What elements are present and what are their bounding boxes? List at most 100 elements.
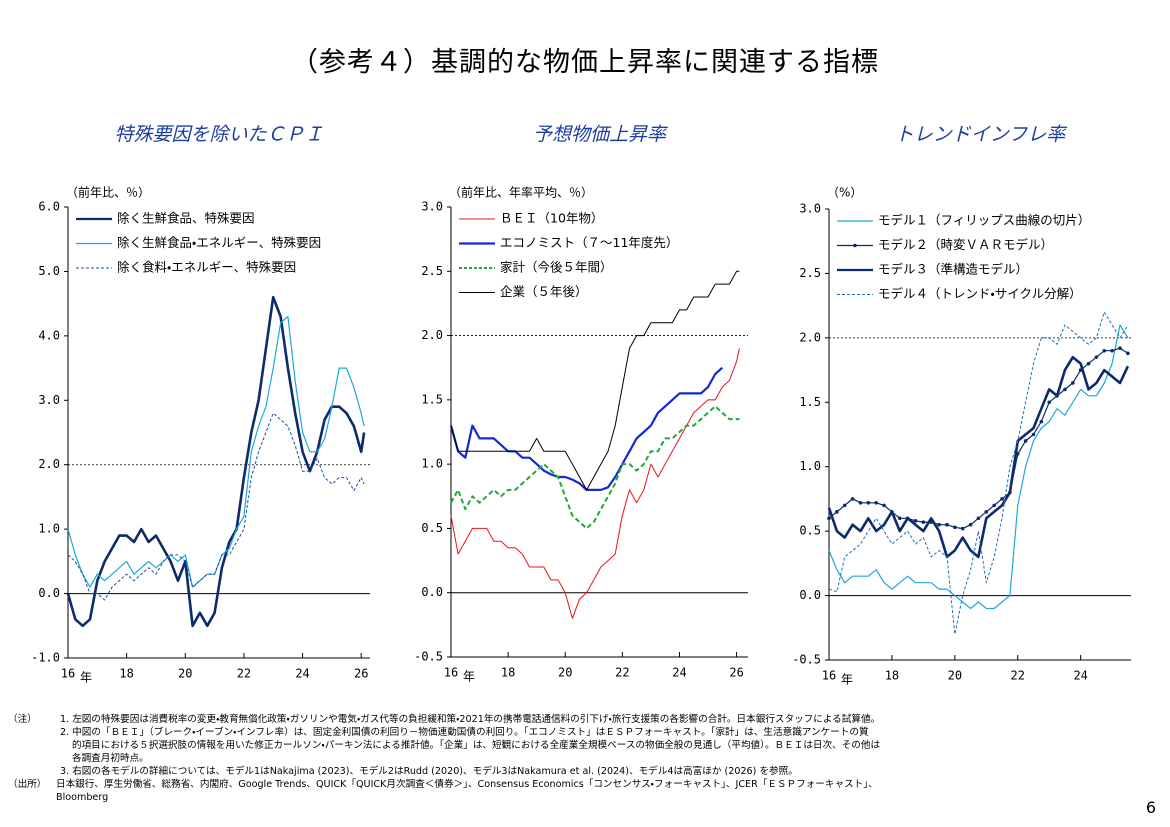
note-row: 各調査月初時点。 [8,752,1148,765]
x-tick-label: 24 [1073,669,1087,683]
series-marker [1102,348,1107,353]
source-text: Bloomberg [56,792,109,803]
series-marker [1063,387,1067,392]
series-marker [858,500,863,505]
x-tick-label: 18 [119,667,133,681]
x-tick-label: 26 [354,667,368,681]
y-tick-label: -1.0 [31,651,60,665]
note-text: 的項目における５択選択肢の情報を用いた修正カールソン・パーキン法による推計値。「… [72,740,881,751]
y-tick-label: 0.5 [799,524,821,538]
x-unit: 年 [80,671,92,685]
source-text: 日本銀行、厚生労働省、総務省、内閣府、Google Trends、QUICK「Q… [56,779,878,790]
note-row: 3. 右図の各モデルの詳細については、モデル1はNakajima (2023)、… [8,765,1148,778]
series-marker [842,503,847,508]
series-marker [953,525,957,530]
y-tick-label: 0.0 [421,585,443,599]
legend-label: 家計（今後５年間） [500,260,613,275]
series-marker [1023,439,1028,443]
y-tick-label: 1.0 [799,459,821,473]
series-marker [874,500,878,505]
series-marker [1031,432,1036,437]
y-unit: （前年比、年率平均、％） [449,185,593,200]
y-tick-label: 2.5 [799,266,821,280]
legend-label: 除く生鮮食品、特殊要因 [117,211,255,226]
series-marker [984,510,989,514]
legend-label: モデル２（時変ＶＡＲモデル） [878,237,1053,252]
series-line [67,412,365,601]
note-row: 的項目における５択選択肢の情報を用いた修正カールソン・パーキン法による推計値。「… [8,739,1148,752]
note-row: （注） 1. 左図の特殊要因は消費税率の変更・教育無償化政策・ガソリンや電気・ガス… [8,713,1148,726]
notes: （注） 1. 左図の特殊要因は消費税率の変更・教育無償化政策・ガソリンや電気・ガス… [8,713,1148,804]
x-unit: 年 [841,673,853,687]
y-tick-label: 1.5 [421,392,443,406]
series-marker [1110,348,1114,353]
y-tick-label: 6.0 [38,200,60,214]
series-marker [1126,351,1130,356]
note-text: 各調査月初時点。 [72,753,149,764]
note-text: 1. 左図の特殊要因は消費税率の変更・教育無償化政策・ガソリンや電気・ガス代等の… [60,714,881,725]
note-label [8,726,56,739]
note-text: 3. 右図の各モデルの詳細については、モデル1はNakajima (2023)、… [60,766,798,777]
x-tick-label: 18 [501,666,515,680]
y-tick-label: -0.5 [414,650,443,664]
legend-label: 除く食料・エネルギー、特殊要因 [117,260,296,275]
series-marker [960,526,965,531]
x-tick-label: 20 [178,667,192,681]
y-tick-label: 0.0 [799,588,821,602]
series-marker [1086,361,1091,366]
chart-title: トレンドインフレ率 [895,124,1067,146]
series-line [450,270,740,491]
series-marker [1047,400,1052,405]
series-line [450,405,740,530]
y-unit: （前年比、％） [66,185,150,200]
x-unit: 年 [463,670,475,684]
x-tick-label: 24 [672,666,686,680]
series-marker [1071,381,1075,385]
y-tick-label: 2.5 [421,264,443,278]
series-marker [968,522,973,527]
source-label [8,791,56,804]
y-tick-label: 3.0 [421,200,443,214]
y-tick-label: 0.5 [421,521,443,535]
source-row: Bloomberg [8,791,1148,804]
x-tick-label: 16 [61,667,75,681]
series-line [827,355,1130,559]
y-tick-label: 5.0 [38,264,60,278]
series-marker [866,500,871,505]
y-tick-label: 1.0 [421,457,443,471]
series-marker [913,519,918,523]
charts: 特殊要因を除いたＣＰＩ （前年比、％） -1.0 0.0 1.0 2.0 3.0 4.0 5.0… [31,124,1131,687]
legend-label: モデル４（トレンド・サイクル分解） [878,286,1082,301]
series-marker [945,522,949,527]
x-tick-label: 20 [948,669,962,683]
series-marker [976,516,981,521]
y-tick-label: 2.0 [799,330,821,344]
y-tick-label: 1.0 [38,522,60,536]
x-tick-label: 18 [885,669,899,683]
series-marker [827,516,831,521]
series-marker [937,522,941,527]
note-label [8,739,56,752]
series-marker [992,503,996,508]
legend-label: モデル１（フィリップス曲線の切片） [878,213,1090,228]
note-label: （注） [8,714,37,725]
series-marker [1094,355,1099,359]
note-row: 2. 中図の「ＢＥＩ」（ブレーク・イーブン・インフレ率）は、固定金利国債の利回り… [8,726,1148,739]
legend-marker [853,243,857,248]
series-marker [897,516,902,521]
series-line [66,295,366,628]
series-marker [1118,346,1122,350]
x-tick-label: 16 [822,669,836,683]
series-marker [882,503,886,508]
series-marker [850,497,855,501]
note-label [8,752,56,765]
y-tick-label: 3.0 [799,202,821,216]
x-tick-label: 16 [444,666,458,680]
page-number: 6 [1145,798,1156,817]
x-tick-label: 26 [729,666,743,680]
y-unit: （%） [827,186,862,200]
y-tick-label: 4.0 [38,328,60,342]
series-line [828,324,1129,610]
series-marker [1039,419,1044,424]
